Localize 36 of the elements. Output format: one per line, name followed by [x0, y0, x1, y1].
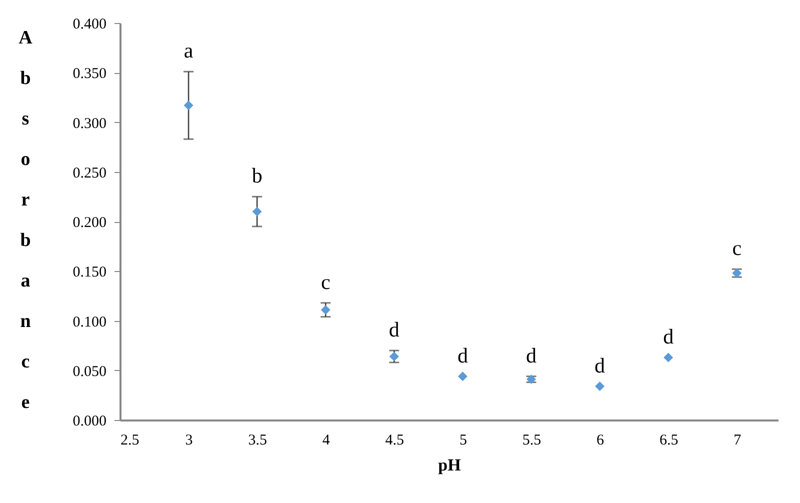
text: Absorbance [18, 28, 32, 413]
y-tick-label: 0.200 [72, 215, 106, 231]
y-tick-label: 0.050 [72, 364, 106, 380]
x-tick-label: 2.5 [120, 432, 140, 448]
y-tick-label: 0.250 [72, 165, 106, 182]
y-tick-label: 0.400 [72, 16, 106, 32]
y-tick-label: 0.150 [72, 264, 106, 281]
x-axis-title: pH [438, 456, 461, 474]
x-tick-label: 7 [734, 432, 742, 448]
annotation: d [526, 343, 537, 368]
y-tick-label: 0.300 [72, 116, 106, 132]
annotation: c [320, 270, 330, 294]
annotation: d [388, 318, 400, 342]
annotation: d [457, 343, 468, 368]
x-tick-label: 4.5 [385, 432, 404, 448]
annotation: c [732, 236, 742, 260]
point [184, 100, 194, 110]
annotation: d [663, 324, 674, 348]
annotation: d [594, 353, 606, 378]
x-tick-label: 6 [596, 432, 605, 448]
y-tick-label: 0.000 [72, 414, 106, 430]
x-tick-label: 5 [459, 432, 467, 448]
y-tick-label: 0.350 [72, 66, 106, 82]
point [458, 372, 468, 382]
x-tick-label: 5.5 [522, 432, 542, 448]
annotation: b [252, 164, 262, 188]
point [595, 382, 605, 391]
x-tick-label: 3 [185, 432, 193, 448]
x-tick-label: 3.5 [248, 432, 267, 448]
point [664, 352, 674, 362]
x-tick-label: 4 [322, 432, 330, 448]
x-tick-label: 6.5 [659, 432, 678, 448]
y-tick-label: 0.100 [72, 314, 106, 330]
point [252, 206, 262, 216]
annotation: a [184, 38, 194, 63]
point [320, 305, 330, 315]
